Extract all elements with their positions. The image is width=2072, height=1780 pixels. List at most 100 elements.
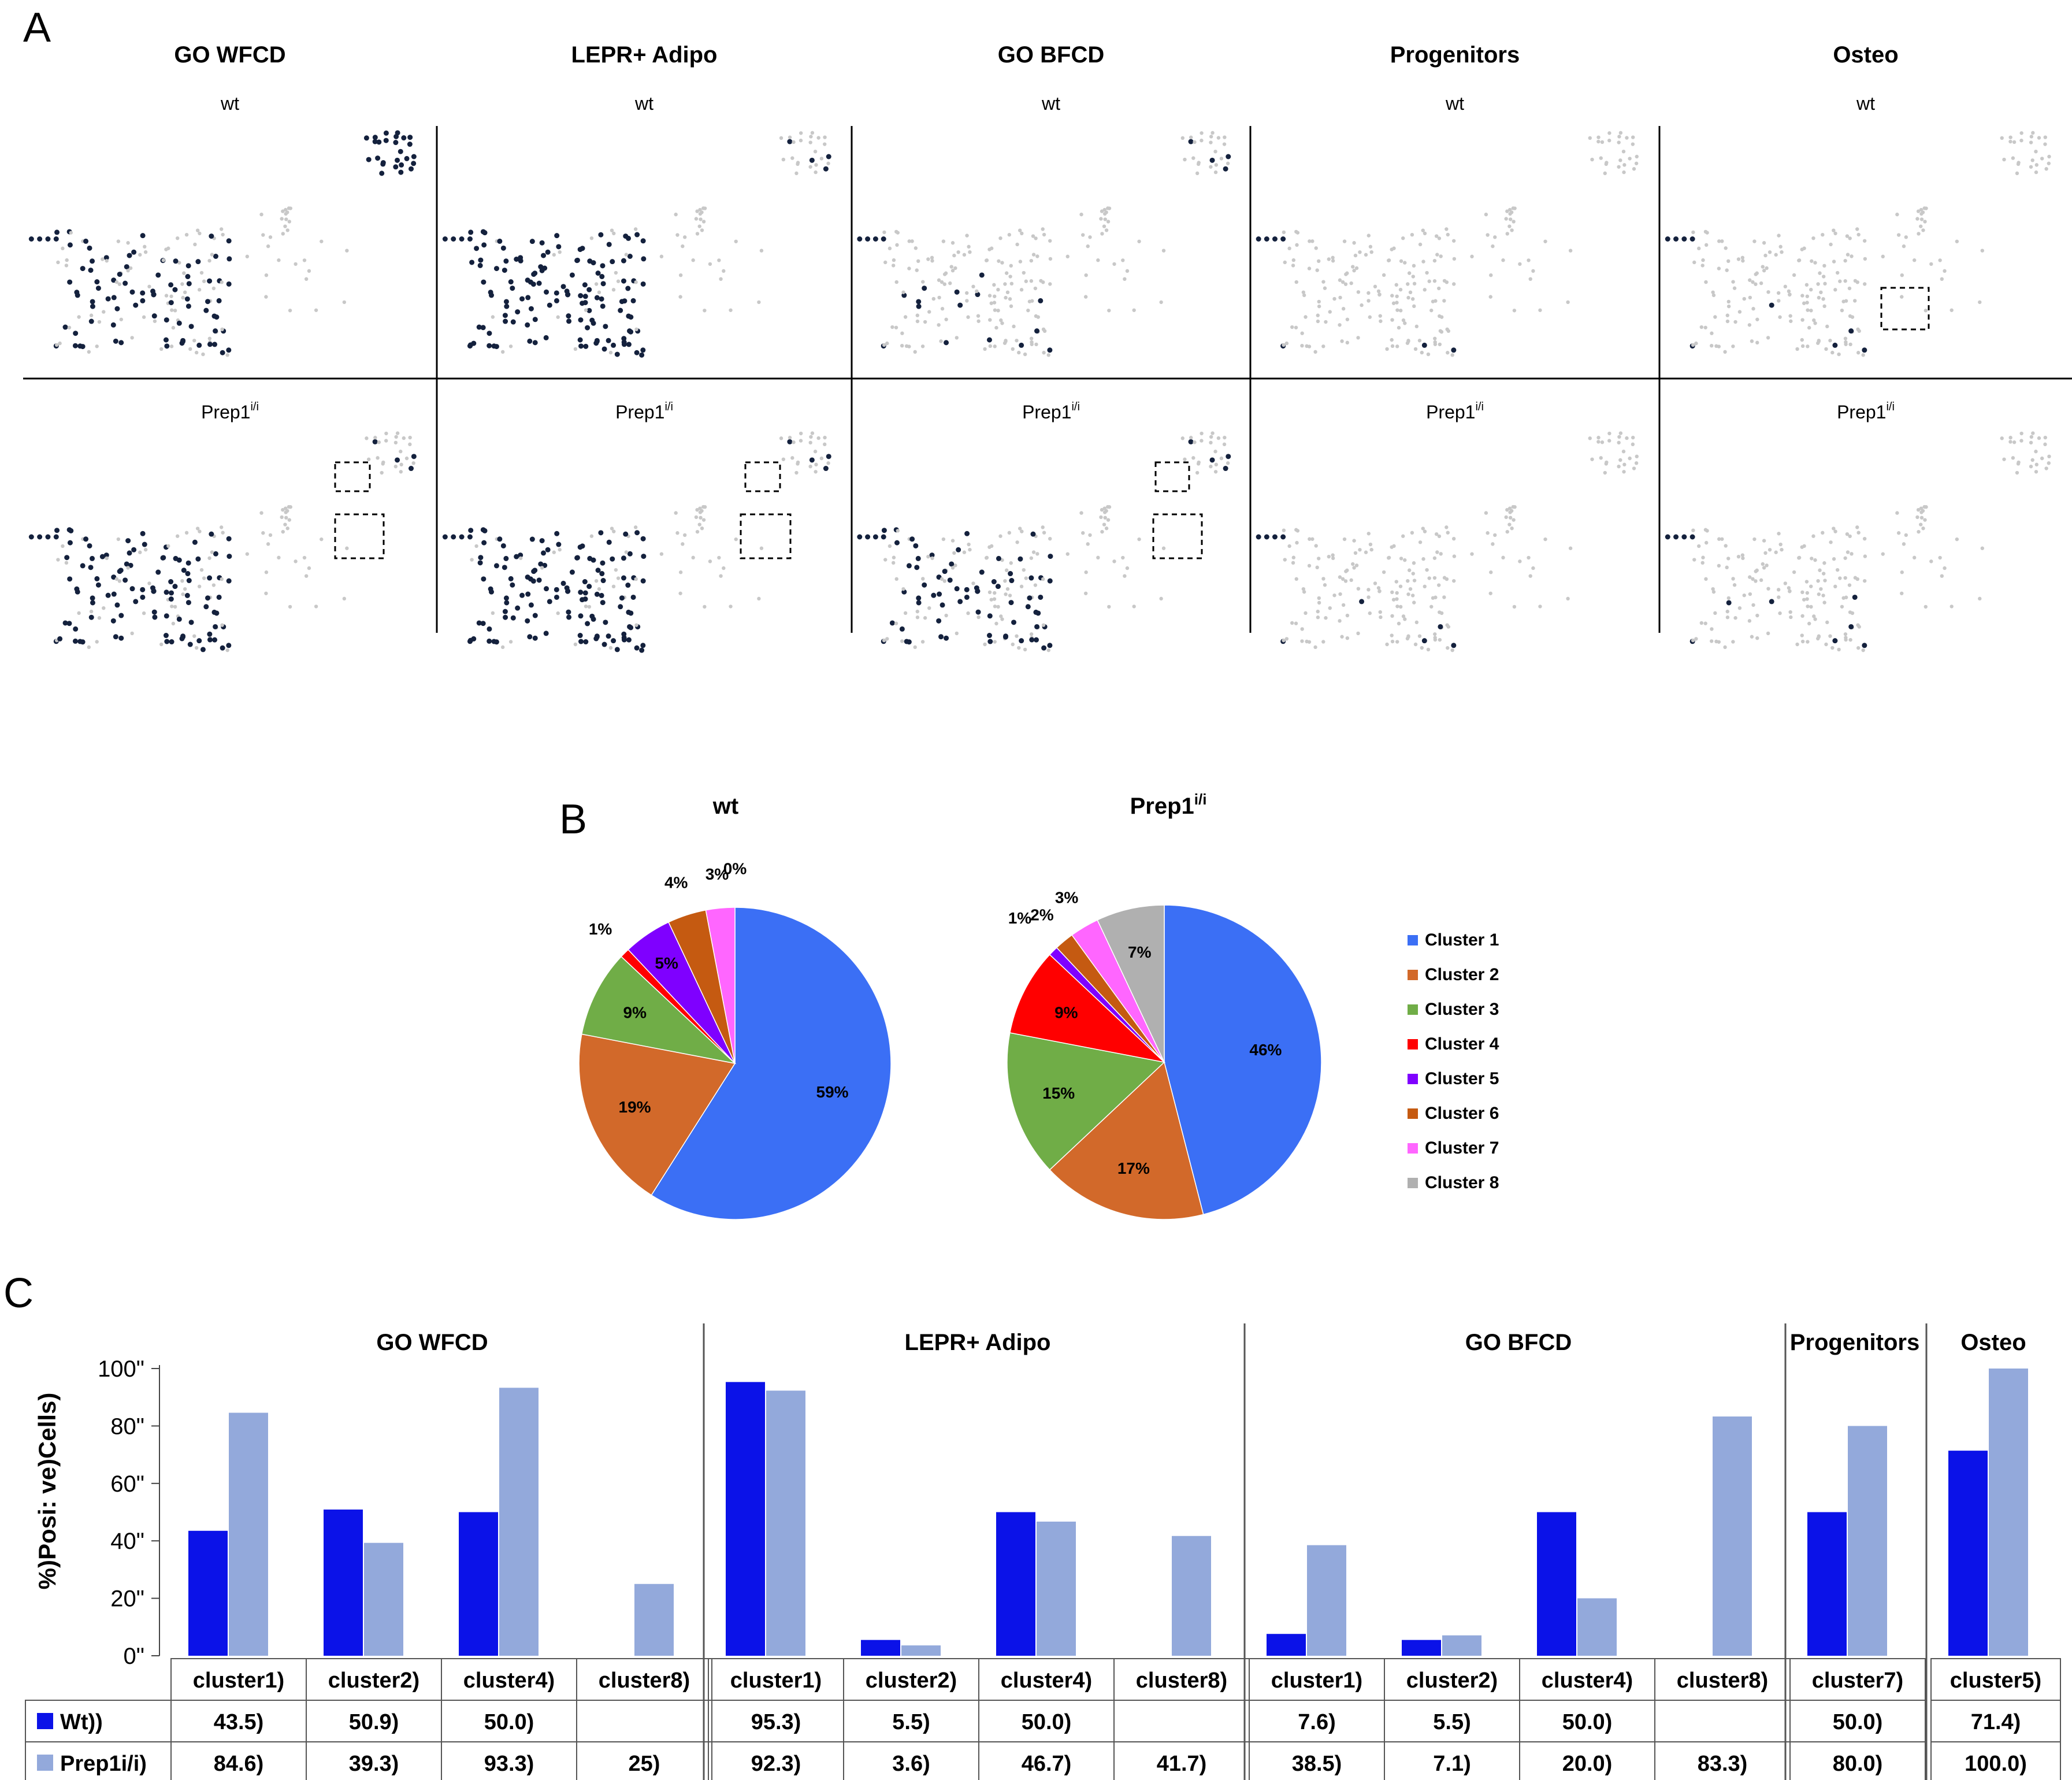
tsne-dot (1338, 278, 1342, 282)
tsne-dot (1436, 583, 1441, 587)
tsne-dot (640, 347, 646, 353)
tsne-dot (113, 338, 118, 344)
tsne-dot (163, 633, 169, 639)
tsne-dot (129, 289, 135, 295)
bar-prep-1-3 (1172, 1536, 1211, 1656)
tsne-dot (1767, 250, 1772, 254)
tsne-dot (1029, 556, 1034, 560)
tsne-dot (1856, 646, 1861, 650)
tsne-dot (1689, 236, 1695, 242)
tsne-dot (678, 273, 683, 277)
tsne-dot (1833, 288, 1837, 292)
legend-label-prep: Prep1i/i) (60, 1752, 147, 1776)
tsne-dot (1843, 279, 1847, 283)
tsne-dot (1352, 566, 1356, 570)
tsne-dot (478, 257, 484, 263)
tsne-dot (826, 154, 831, 160)
piePrep-label-1: 46% (1249, 1041, 1282, 1059)
tsne-dot (1438, 637, 1442, 642)
tsne-dot (1780, 250, 1784, 254)
tsne-dot (1777, 233, 1781, 238)
pieWt-label-7: 3% (705, 865, 729, 883)
tsne-dot (527, 634, 533, 640)
tsne-dot (1018, 259, 1023, 264)
tsne-dot (560, 284, 566, 290)
tsne-dot (1832, 259, 1836, 264)
tsne-dot (1618, 158, 1622, 162)
tsne-dot (1788, 314, 1792, 318)
tsne-dot (621, 575, 626, 581)
tsne-dot (1300, 639, 1304, 643)
tsne-dot (1844, 342, 1848, 346)
tsne-dot (1813, 261, 1817, 265)
tsne-dot (819, 456, 824, 461)
tsne-dot (927, 606, 931, 610)
tsne-dot (1307, 640, 1312, 644)
tsne-dot (184, 531, 189, 535)
y-tick-label-0: 0" (124, 1644, 144, 1669)
tsne-dot (1862, 282, 1867, 286)
tsne-dot (678, 570, 683, 574)
tsne-dot (1809, 584, 1813, 588)
tsne-dot (1438, 314, 1442, 318)
tsne-dot (1395, 301, 1399, 305)
tsne-dot (488, 290, 493, 295)
tsne-dot (1538, 308, 1542, 312)
tsne-dot (1766, 290, 1770, 294)
tsne-dot (1704, 280, 1708, 284)
tsne-dot (150, 288, 156, 294)
tsne-dot (459, 236, 465, 242)
tsne-dot (94, 279, 100, 285)
tsne-dot (2034, 163, 2039, 167)
tsne-dot (539, 240, 545, 246)
tsne-dot (1008, 600, 1014, 606)
tsne-dot (965, 233, 969, 238)
tsne-dot (915, 555, 921, 561)
tsne-dot (916, 303, 922, 309)
tsne-dot (116, 239, 121, 243)
tsne-dot (606, 539, 612, 545)
tsne-dot (1843, 556, 1847, 560)
tsne-dot (552, 550, 556, 554)
tsne-dot (1313, 645, 1317, 650)
tsne-dot (1509, 509, 1514, 513)
tsne-dot (1377, 589, 1382, 594)
tsne-dot (383, 138, 389, 143)
tsne-dot (398, 169, 404, 175)
tsne-dot (913, 645, 917, 650)
tsne-dot (72, 638, 78, 644)
legend-swatch-2 (1408, 970, 1418, 980)
tsne-dot (900, 343, 904, 348)
panel-a-wt-label-0: wt (220, 93, 239, 114)
tsne-dot (1272, 534, 1278, 540)
tsne-dot (1395, 308, 1399, 312)
panel-a-title-4: Osteo (1833, 42, 1898, 68)
tsne-dot (901, 587, 905, 591)
y-tick-label-2: 40" (110, 1529, 144, 1554)
bar-prep-1-1 (901, 1645, 941, 1656)
table-cell-3-0-2 (1789, 1741, 1926, 1780)
tsne-dot (1724, 246, 1728, 250)
tsne-dot (1367, 299, 1371, 303)
tsne-dot (1725, 609, 1729, 614)
tsne-dot (1195, 171, 1200, 176)
tsne-dot (594, 282, 599, 286)
tsne-dot (1018, 526, 1022, 531)
tsne-dot (1445, 327, 1449, 332)
tsne-dot (130, 631, 134, 636)
tsne-dot (1832, 342, 1838, 348)
tsne-dot (1352, 269, 1356, 273)
tsne-dot (931, 296, 936, 301)
tsne-dot (2029, 464, 2033, 469)
tsne-dot (1015, 540, 1019, 544)
tsne-dot (1209, 157, 1215, 163)
tsne-dot (1432, 279, 1437, 283)
tsne-dot (1317, 557, 1321, 561)
pie-prep-title: Prep1i/i (1130, 791, 1207, 819)
panel-a-prep-label-1: Prep1i/i (615, 400, 673, 422)
tsne-dot (199, 270, 204, 275)
tsne-dot (1787, 289, 1791, 294)
tsne-dot (1403, 321, 1407, 325)
tsne-dot (1607, 431, 1611, 436)
